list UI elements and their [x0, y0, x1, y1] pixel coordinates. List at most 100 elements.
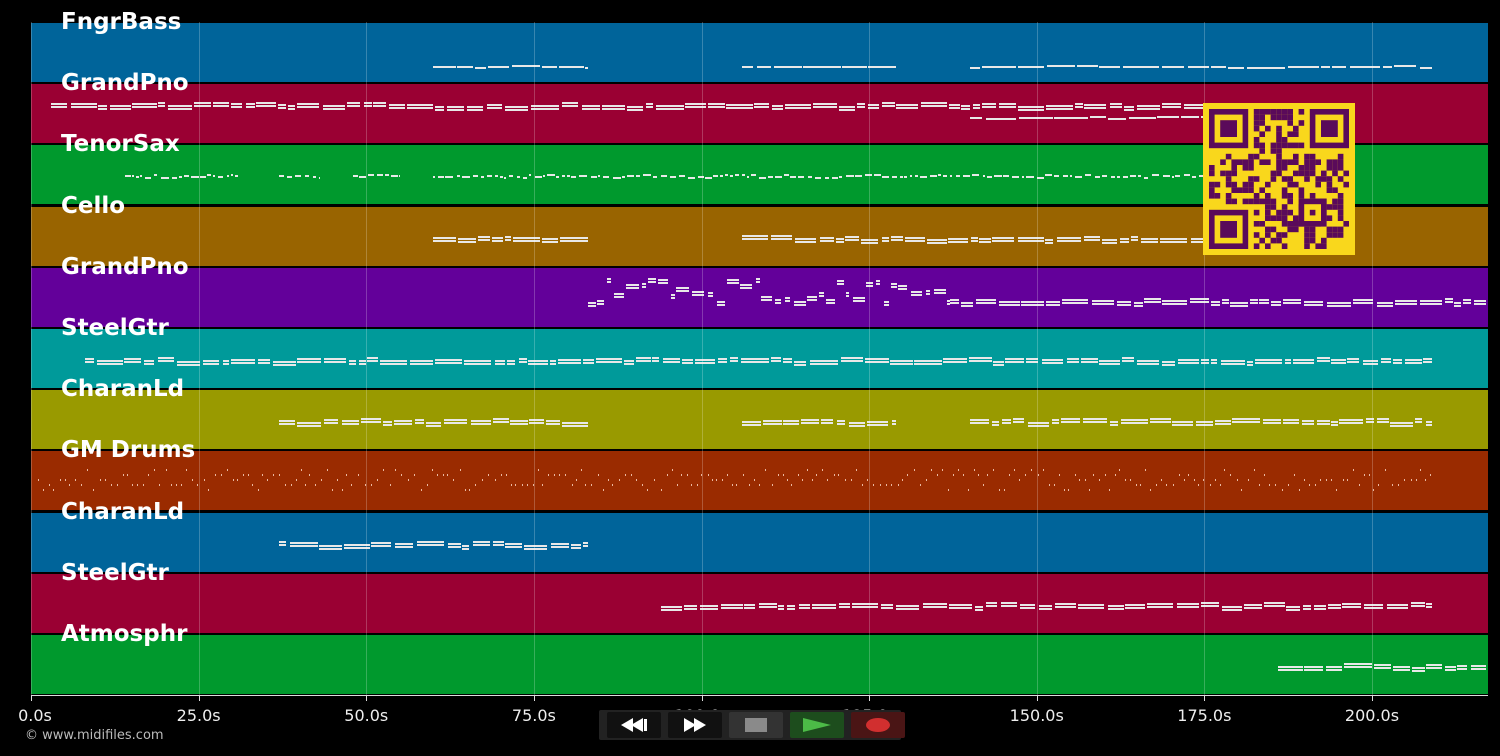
midi-note [1001, 419, 1011, 422]
track-lane[interactable] [31, 573, 1488, 633]
track-lane[interactable] [31, 267, 1488, 327]
midi-note [1247, 479, 1249, 482]
track-lane[interactable] [31, 635, 1488, 694]
midi-note [308, 474, 310, 477]
midi-note [1004, 361, 1024, 363]
midi-note [1091, 299, 1115, 302]
midi-note [992, 236, 1015, 239]
midi-note [699, 604, 719, 607]
midi-note [1061, 298, 1088, 301]
midi-note [783, 361, 793, 363]
midi-note [358, 360, 366, 362]
midi-note [716, 479, 718, 482]
midi-note [1304, 300, 1324, 303]
midi-note [1414, 418, 1422, 421]
midi-note [839, 605, 850, 608]
midi-note [948, 603, 972, 606]
midi-note [897, 284, 908, 287]
play-button[interactable] [790, 712, 844, 738]
midi-note [1232, 418, 1260, 421]
track-lane[interactable] [31, 512, 1488, 572]
midi-note [1099, 360, 1120, 362]
midi-note [741, 237, 768, 240]
midi-note [1444, 297, 1453, 300]
track-lane[interactable] [31, 23, 1488, 82]
midi-note [1325, 669, 1342, 671]
midi-note [1243, 603, 1262, 606]
midi-note [533, 484, 535, 487]
stop-button[interactable] [729, 712, 783, 738]
midi-note [672, 469, 674, 472]
midi-note [1275, 484, 1277, 487]
midi-note [801, 479, 803, 482]
fast-forward-button[interactable] [668, 712, 722, 738]
midi-note [741, 424, 761, 427]
midi-note [591, 484, 593, 487]
midi-note [814, 177, 822, 180]
midi-note [1084, 238, 1101, 241]
midi-note [1364, 474, 1365, 477]
midi-note [1423, 358, 1433, 360]
midi-note [1286, 605, 1300, 608]
midi-note [1376, 421, 1389, 424]
midi-note [681, 474, 683, 477]
midi-note [358, 474, 360, 477]
midi-note [385, 174, 389, 177]
midi-note [1108, 604, 1124, 607]
midi-note [279, 474, 281, 477]
midi-note [1178, 474, 1180, 477]
midi-note [607, 277, 611, 280]
midi-note [729, 360, 738, 362]
midi-note [1232, 421, 1260, 424]
midi-note [812, 603, 836, 606]
midi-note [867, 104, 880, 107]
midi-note [800, 422, 819, 425]
midi-note [697, 176, 704, 179]
midi-note [729, 175, 733, 178]
midi-note [475, 67, 486, 69]
midi-note [1101, 175, 1108, 178]
midi-note [1024, 474, 1026, 477]
midi-note [1444, 666, 1457, 668]
midi-note [1161, 103, 1181, 106]
midi-note [1462, 301, 1472, 304]
midi-note [513, 239, 541, 242]
track-lane[interactable] [31, 390, 1488, 450]
midi-note [1380, 361, 1392, 363]
midi-note [416, 540, 445, 543]
track-lane[interactable] [31, 329, 1488, 388]
midi-note [1062, 175, 1069, 178]
midi-note [555, 176, 560, 179]
track-lane[interactable] [31, 451, 1488, 511]
midi-note [1304, 669, 1323, 671]
midi-note [1151, 174, 1160, 177]
midi-note [933, 288, 947, 291]
midi-note [1055, 602, 1077, 605]
midi-note [289, 541, 318, 544]
midi-note [1198, 484, 1200, 487]
midi-note [1389, 425, 1413, 428]
midi-note [692, 293, 705, 296]
midi-note [193, 102, 211, 105]
midi-note [81, 484, 83, 487]
midi-note [364, 484, 366, 487]
midi-note [175, 484, 177, 487]
midi-note [1395, 299, 1417, 302]
midi-note [342, 423, 360, 426]
midi-note [296, 422, 321, 425]
midi-note [881, 102, 895, 105]
midi-note [602, 176, 610, 179]
midi-note [1342, 602, 1362, 605]
midi-note [991, 424, 1000, 427]
record-button[interactable] [851, 712, 905, 738]
midi-note [1135, 484, 1137, 487]
track-label: CharanLd [61, 376, 185, 403]
rewind-button[interactable] [607, 712, 661, 738]
midi-note [447, 106, 465, 109]
midi-note [784, 104, 811, 107]
midi-note [425, 425, 441, 428]
midi-note [322, 105, 345, 108]
midi-note [661, 605, 682, 608]
midi-note [459, 469, 461, 472]
